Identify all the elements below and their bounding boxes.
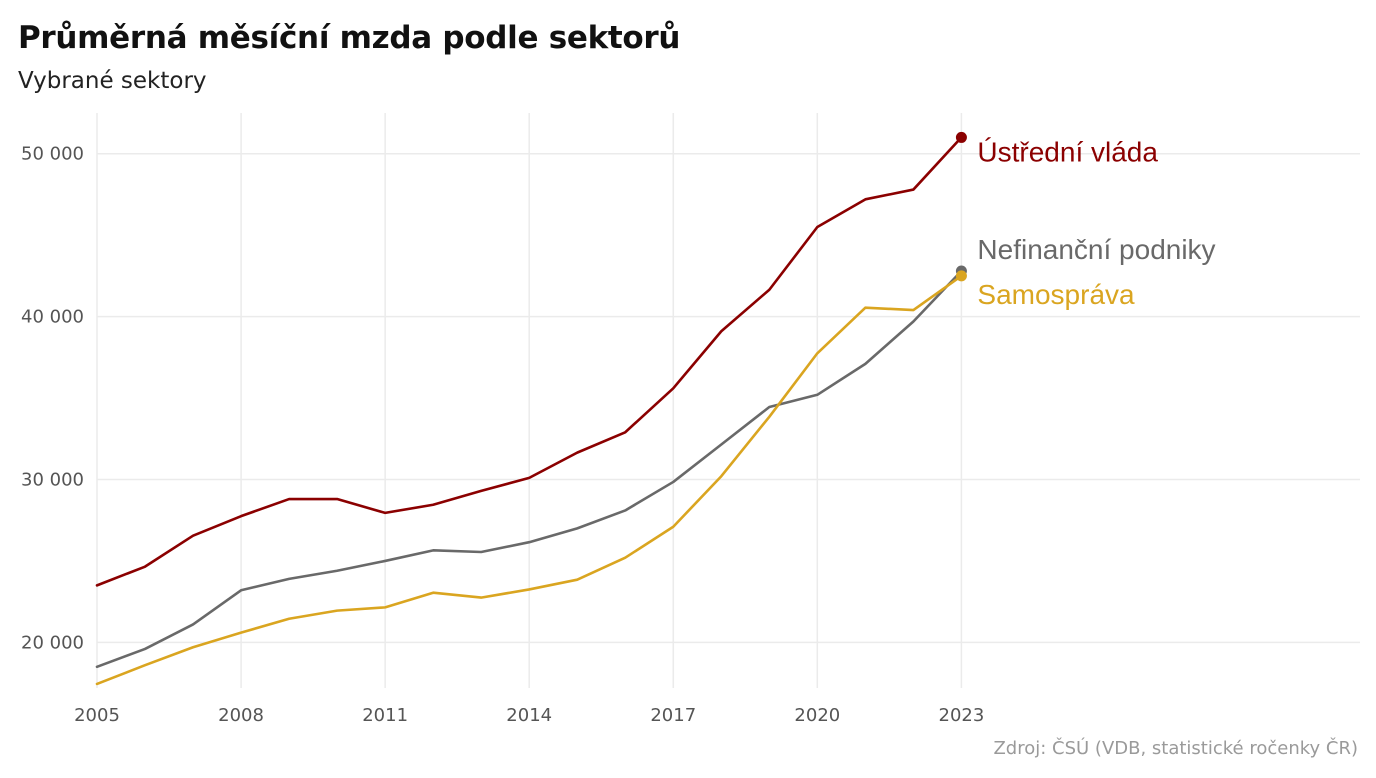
x-axis: 2005 2008 2011 2014 2017 2020 2023 <box>74 705 984 726</box>
series-line <box>95 136 963 587</box>
y-axis: 20 000 30 000 40 000 50 000 <box>21 144 84 654</box>
series-label: Ústřední vláda <box>977 136 1158 167</box>
y-tick-label: 30 000 <box>21 470 84 491</box>
x-tick-label: 2011 <box>362 705 408 726</box>
x-tick-label: 2014 <box>506 705 552 726</box>
x-tick-label: 2008 <box>218 705 264 726</box>
series-label: Nefinanční podniky <box>977 234 1215 265</box>
series-endpoint <box>955 270 967 282</box>
y-tick-label: 40 000 <box>21 307 84 328</box>
x-tick-label: 2017 <box>650 705 696 726</box>
x-tick-label: 2020 <box>794 705 840 726</box>
source-caption: Zdroj: ČSÚ (VDB, statistické ročenky ČR) <box>993 738 1358 759</box>
x-tick-label: 2023 <box>939 705 985 726</box>
chart-title: Průměrná měsíční mzda podle sektorů <box>18 20 681 56</box>
y-tick-label: 50 000 <box>21 144 84 165</box>
series-endpoint <box>955 131 967 143</box>
y-tick-label: 20 000 <box>21 632 84 653</box>
series-labels: Ústřední vláda Nefinanční podniky Samosprá… <box>977 136 1215 309</box>
chart-subtitle: Vybrané sektory <box>18 68 207 94</box>
series-line <box>95 269 963 669</box>
series-label: Samospráva <box>977 279 1135 310</box>
grid-lines <box>96 113 1360 688</box>
series-line <box>95 274 963 686</box>
x-tick-label: 2005 <box>74 705 120 726</box>
series-lines <box>95 131 967 686</box>
